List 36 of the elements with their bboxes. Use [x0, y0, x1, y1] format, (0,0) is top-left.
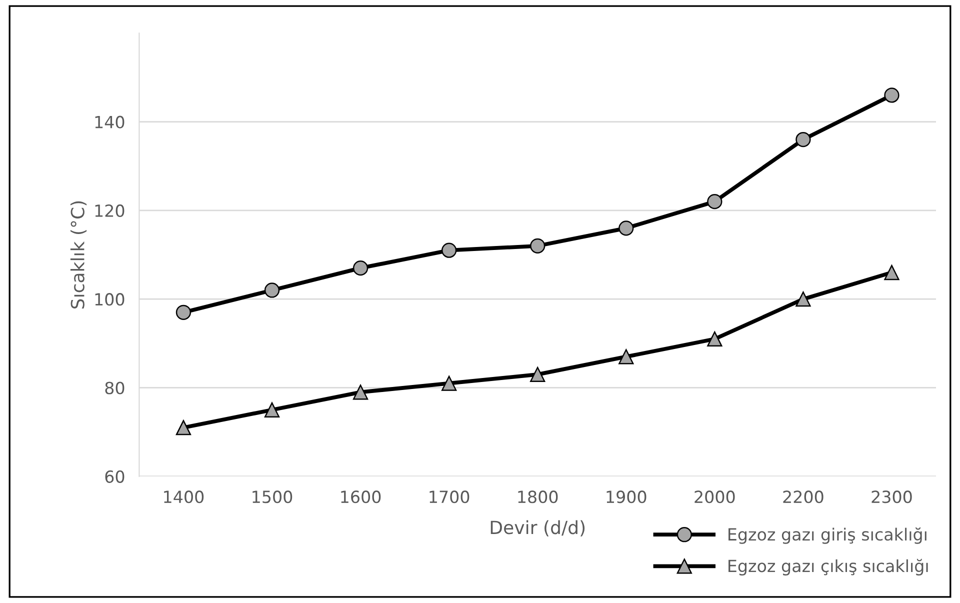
point	[796, 132, 811, 148]
point	[884, 264, 900, 280]
point	[176, 420, 192, 436]
point	[352, 384, 368, 400]
x-tick-label: 1900	[606, 490, 646, 504]
point	[884, 88, 900, 103]
x-tick-label: 2000	[694, 490, 735, 504]
y-axis-title: Sıcaklık (°C)	[70, 201, 87, 309]
x-tick-label: 1400	[164, 490, 204, 504]
x-axis-title: Devir (d/d)	[490, 520, 585, 536]
y-tick-label: 60	[105, 470, 124, 483]
point	[264, 282, 280, 298]
x-tick-label: 1800	[518, 490, 558, 504]
legend-label: Egzoz gazı giriş sıcaklığı	[728, 527, 926, 544]
y-tick-label: 140	[95, 116, 124, 128]
x-tick-label: 1500	[252, 490, 292, 504]
x-tick-label: 2300	[872, 490, 912, 504]
point	[264, 402, 280, 418]
point	[352, 260, 368, 276]
point	[441, 242, 457, 258]
y-tick-label: 100	[95, 293, 124, 306]
y-tick-label: 80	[105, 382, 124, 394]
legend-label: Egzoz gazı çıkış sıcaklığı	[728, 558, 928, 576]
point	[707, 194, 722, 210]
x-tick-label: 1600	[341, 490, 381, 504]
point	[707, 331, 722, 347]
x-tick-label: 2200	[783, 490, 824, 504]
point	[441, 376, 457, 391]
x-tick-label: 1700	[430, 490, 470, 504]
point	[530, 238, 546, 254]
point	[618, 349, 634, 364]
point	[796, 292, 811, 307]
point	[618, 220, 634, 236]
point	[176, 304, 192, 320]
y-tick-label: 120	[95, 204, 124, 218]
point	[530, 366, 546, 382]
